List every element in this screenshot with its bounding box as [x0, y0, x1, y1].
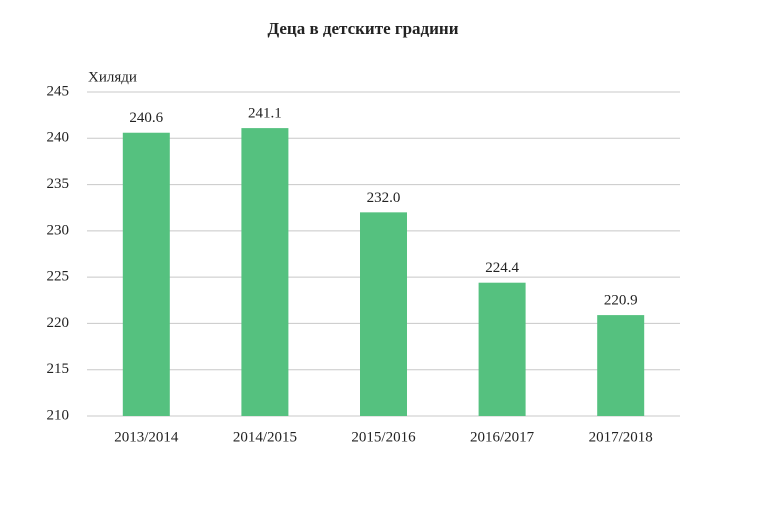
bar [122, 132, 170, 416]
chart-title: Деца в детските градини [267, 19, 458, 38]
y-tick-label: 215 [47, 361, 70, 377]
bar [597, 315, 645, 416]
value-label: 232.0 [367, 190, 401, 206]
x-tick-label: 2015/2016 [351, 429, 416, 445]
bar [360, 212, 407, 416]
value-label: 220.9 [604, 293, 638, 309]
y-tick-label: 245 [47, 83, 70, 99]
y-tick-label: 220 [47, 315, 70, 331]
bar [241, 128, 289, 417]
y-tick-label: 240 [47, 130, 70, 146]
x-tick-label: 2017/2018 [589, 429, 653, 445]
value-label: 224.4 [485, 260, 519, 276]
y-tick-label: 210 [47, 407, 70, 423]
y-tick-label: 225 [47, 269, 70, 285]
bar [478, 282, 526, 416]
y-axis-label: Хиляди [88, 69, 137, 85]
y-tick-label: 230 [47, 222, 70, 238]
x-tick-label: 2014/2015 [233, 429, 297, 445]
x-tick-label: 2013/2014 [114, 429, 179, 445]
y-tick-label: 235 [47, 176, 70, 192]
value-label: 241.1 [248, 106, 282, 122]
x-tick-label: 2016/2017 [470, 429, 535, 445]
value-label: 240.6 [129, 110, 163, 126]
